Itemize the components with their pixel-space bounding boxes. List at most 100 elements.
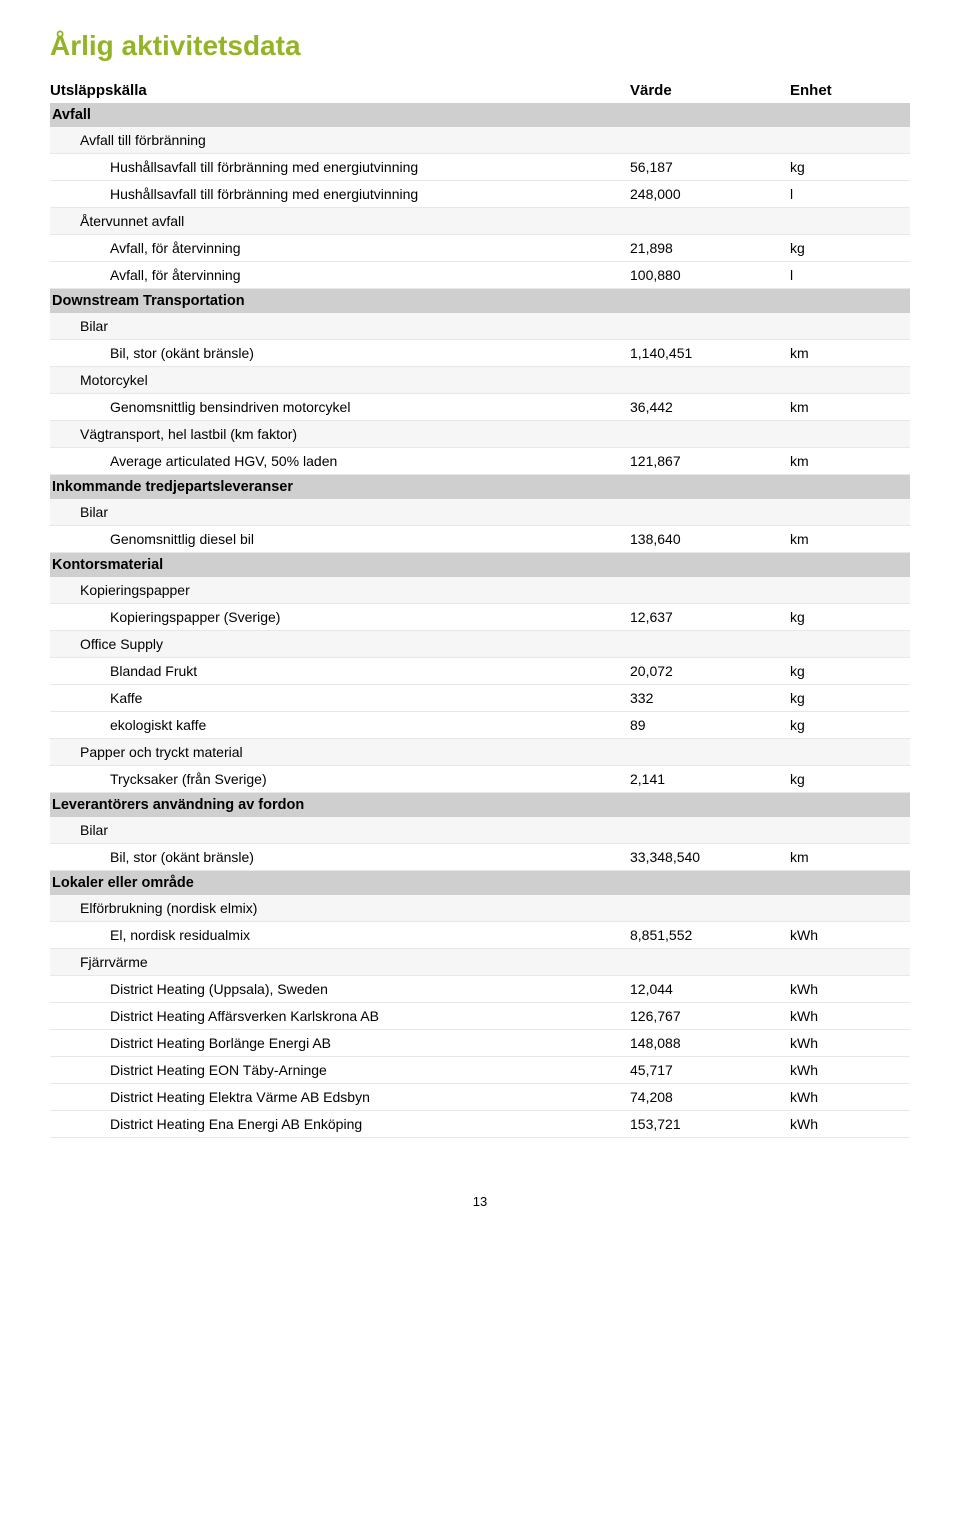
row-value: 8,851,552	[630, 927, 790, 943]
header-unit: Enhet	[790, 82, 910, 99]
row-unit: km	[790, 345, 910, 361]
row-label: Hushållsavfall till förbränning med ener…	[110, 186, 630, 202]
table-row: Bil, stor (okänt bränsle)1,140,451km	[50, 340, 910, 367]
row-unit: kg	[790, 159, 910, 175]
table-row: District Heating (Uppsala), Sweden12,044…	[50, 976, 910, 1003]
section-row: Kontorsmaterial	[50, 553, 910, 577]
table-header: Utsläppskälla Värde Enhet	[50, 76, 910, 103]
row-label: District Heating EON Täby-Arninge	[110, 1062, 630, 1078]
row-value: 126,767	[630, 1008, 790, 1024]
group-row: Motorcykel	[50, 367, 910, 394]
row-value: 45,717	[630, 1062, 790, 1078]
table-row: Avfall, för återvinning100,880l	[50, 262, 910, 289]
section-row: Inkommande tredjepartsleveranser	[50, 475, 910, 499]
group-row: Office Supply	[50, 631, 910, 658]
row-label: Hushållsavfall till förbränning med ener…	[110, 159, 630, 175]
row-unit: kg	[790, 663, 910, 679]
page-number: 13	[50, 1194, 910, 1209]
table-row: District Heating Affärsverken Karlskrona…	[50, 1003, 910, 1030]
row-unit: kWh	[790, 1116, 910, 1132]
row-unit: kWh	[790, 1035, 910, 1051]
row-value: 20,072	[630, 663, 790, 679]
group-row: Avfall till förbränning	[50, 127, 910, 154]
table-row: Avfall, för återvinning21,898kg	[50, 235, 910, 262]
group-row: Återvunnet avfall	[50, 208, 910, 235]
row-label: District Heating (Uppsala), Sweden	[110, 981, 630, 997]
row-value: 12,637	[630, 609, 790, 625]
group-row: Bilar	[50, 313, 910, 340]
section-row: Avfall	[50, 103, 910, 127]
table-row: District Heating Ena Energi AB Enköping1…	[50, 1111, 910, 1138]
row-label: Blandad Frukt	[110, 663, 630, 679]
table-row: District Heating Elektra Värme AB Edsbyn…	[50, 1084, 910, 1111]
row-unit: kWh	[790, 1062, 910, 1078]
group-row: Papper och tryckt material	[50, 739, 910, 766]
row-label: ekologiskt kaffe	[110, 717, 630, 733]
group-row: Kopieringspapper	[50, 577, 910, 604]
row-label: Bil, stor (okänt bränsle)	[110, 345, 630, 361]
row-label: Genomsnittlig bensindriven motorcykel	[110, 399, 630, 415]
row-value: 138,640	[630, 531, 790, 547]
row-value: 21,898	[630, 240, 790, 256]
row-unit: l	[790, 267, 910, 283]
row-unit: km	[790, 531, 910, 547]
group-row: Elförbrukning (nordisk elmix)	[50, 895, 910, 922]
row-label: Genomsnittlig diesel bil	[110, 531, 630, 547]
row-label: District Heating Elektra Värme AB Edsbyn	[110, 1089, 630, 1105]
header-value: Värde	[630, 82, 790, 99]
row-label: District Heating Borlänge Energi AB	[110, 1035, 630, 1051]
row-unit: l	[790, 186, 910, 202]
row-value: 248,000	[630, 186, 790, 202]
table-body: AvfallAvfall till förbränning Hushållsavf…	[50, 103, 910, 1138]
row-label: Avfall, för återvinning	[110, 267, 630, 283]
section-row: Leverantörers användning av fordon	[50, 793, 910, 817]
table-row: Blandad Frukt20,072kg	[50, 658, 910, 685]
row-label: Kopieringspapper (Sverige)	[110, 609, 630, 625]
row-value: 153,721	[630, 1116, 790, 1132]
row-value: 100,880	[630, 267, 790, 283]
table-row: Kaffe332kg	[50, 685, 910, 712]
page-title: Årlig aktivitetsdata	[50, 30, 910, 62]
row-value: 148,088	[630, 1035, 790, 1051]
row-label: Bil, stor (okänt bränsle)	[110, 849, 630, 865]
row-label: El, nordisk residualmix	[110, 927, 630, 943]
row-label: Kaffe	[110, 690, 630, 706]
row-value: 36,442	[630, 399, 790, 415]
group-row: Bilar	[50, 817, 910, 844]
row-value: 1,140,451	[630, 345, 790, 361]
row-value: 56,187	[630, 159, 790, 175]
row-value: 2,141	[630, 771, 790, 787]
table-row: District Heating Borlänge Energi AB148,0…	[50, 1030, 910, 1057]
row-value: 121,867	[630, 453, 790, 469]
row-unit: km	[790, 849, 910, 865]
row-value: 74,208	[630, 1089, 790, 1105]
row-value: 89	[630, 717, 790, 733]
table-row: Bil, stor (okänt bränsle)33,348,540km	[50, 844, 910, 871]
table-row: Hushållsavfall till förbränning med ener…	[50, 181, 910, 208]
header-label: Utsläppskälla	[50, 82, 630, 99]
row-label: Avfall, för återvinning	[110, 240, 630, 256]
table-row: District Heating EON Täby-Arninge45,717k…	[50, 1057, 910, 1084]
row-label: Average articulated HGV, 50% laden	[110, 453, 630, 469]
row-unit: km	[790, 399, 910, 415]
row-value: 12,044	[630, 981, 790, 997]
table-row: Genomsnittlig diesel bil138,640km	[50, 526, 910, 553]
row-unit: kWh	[790, 927, 910, 943]
table-row: Average articulated HGV, 50% laden121,86…	[50, 448, 910, 475]
row-label: District Heating Affärsverken Karlskrona…	[110, 1008, 630, 1024]
row-unit: kg	[790, 240, 910, 256]
table-row: El, nordisk residualmix8,851,552kWh	[50, 922, 910, 949]
row-label: Trycksaker (från Sverige)	[110, 771, 630, 787]
row-value: 332	[630, 690, 790, 706]
group-row: Bilar	[50, 499, 910, 526]
row-unit: kWh	[790, 1008, 910, 1024]
table-row: Trycksaker (från Sverige)2,141kg	[50, 766, 910, 793]
row-unit: kWh	[790, 981, 910, 997]
row-label: District Heating Ena Energi AB Enköping	[110, 1116, 630, 1132]
section-row: Downstream Transportation	[50, 289, 910, 313]
row-unit: km	[790, 453, 910, 469]
table-row: Hushållsavfall till förbränning med ener…	[50, 154, 910, 181]
row-unit: kg	[790, 717, 910, 733]
row-value: 33,348,540	[630, 849, 790, 865]
row-unit: kWh	[790, 1089, 910, 1105]
